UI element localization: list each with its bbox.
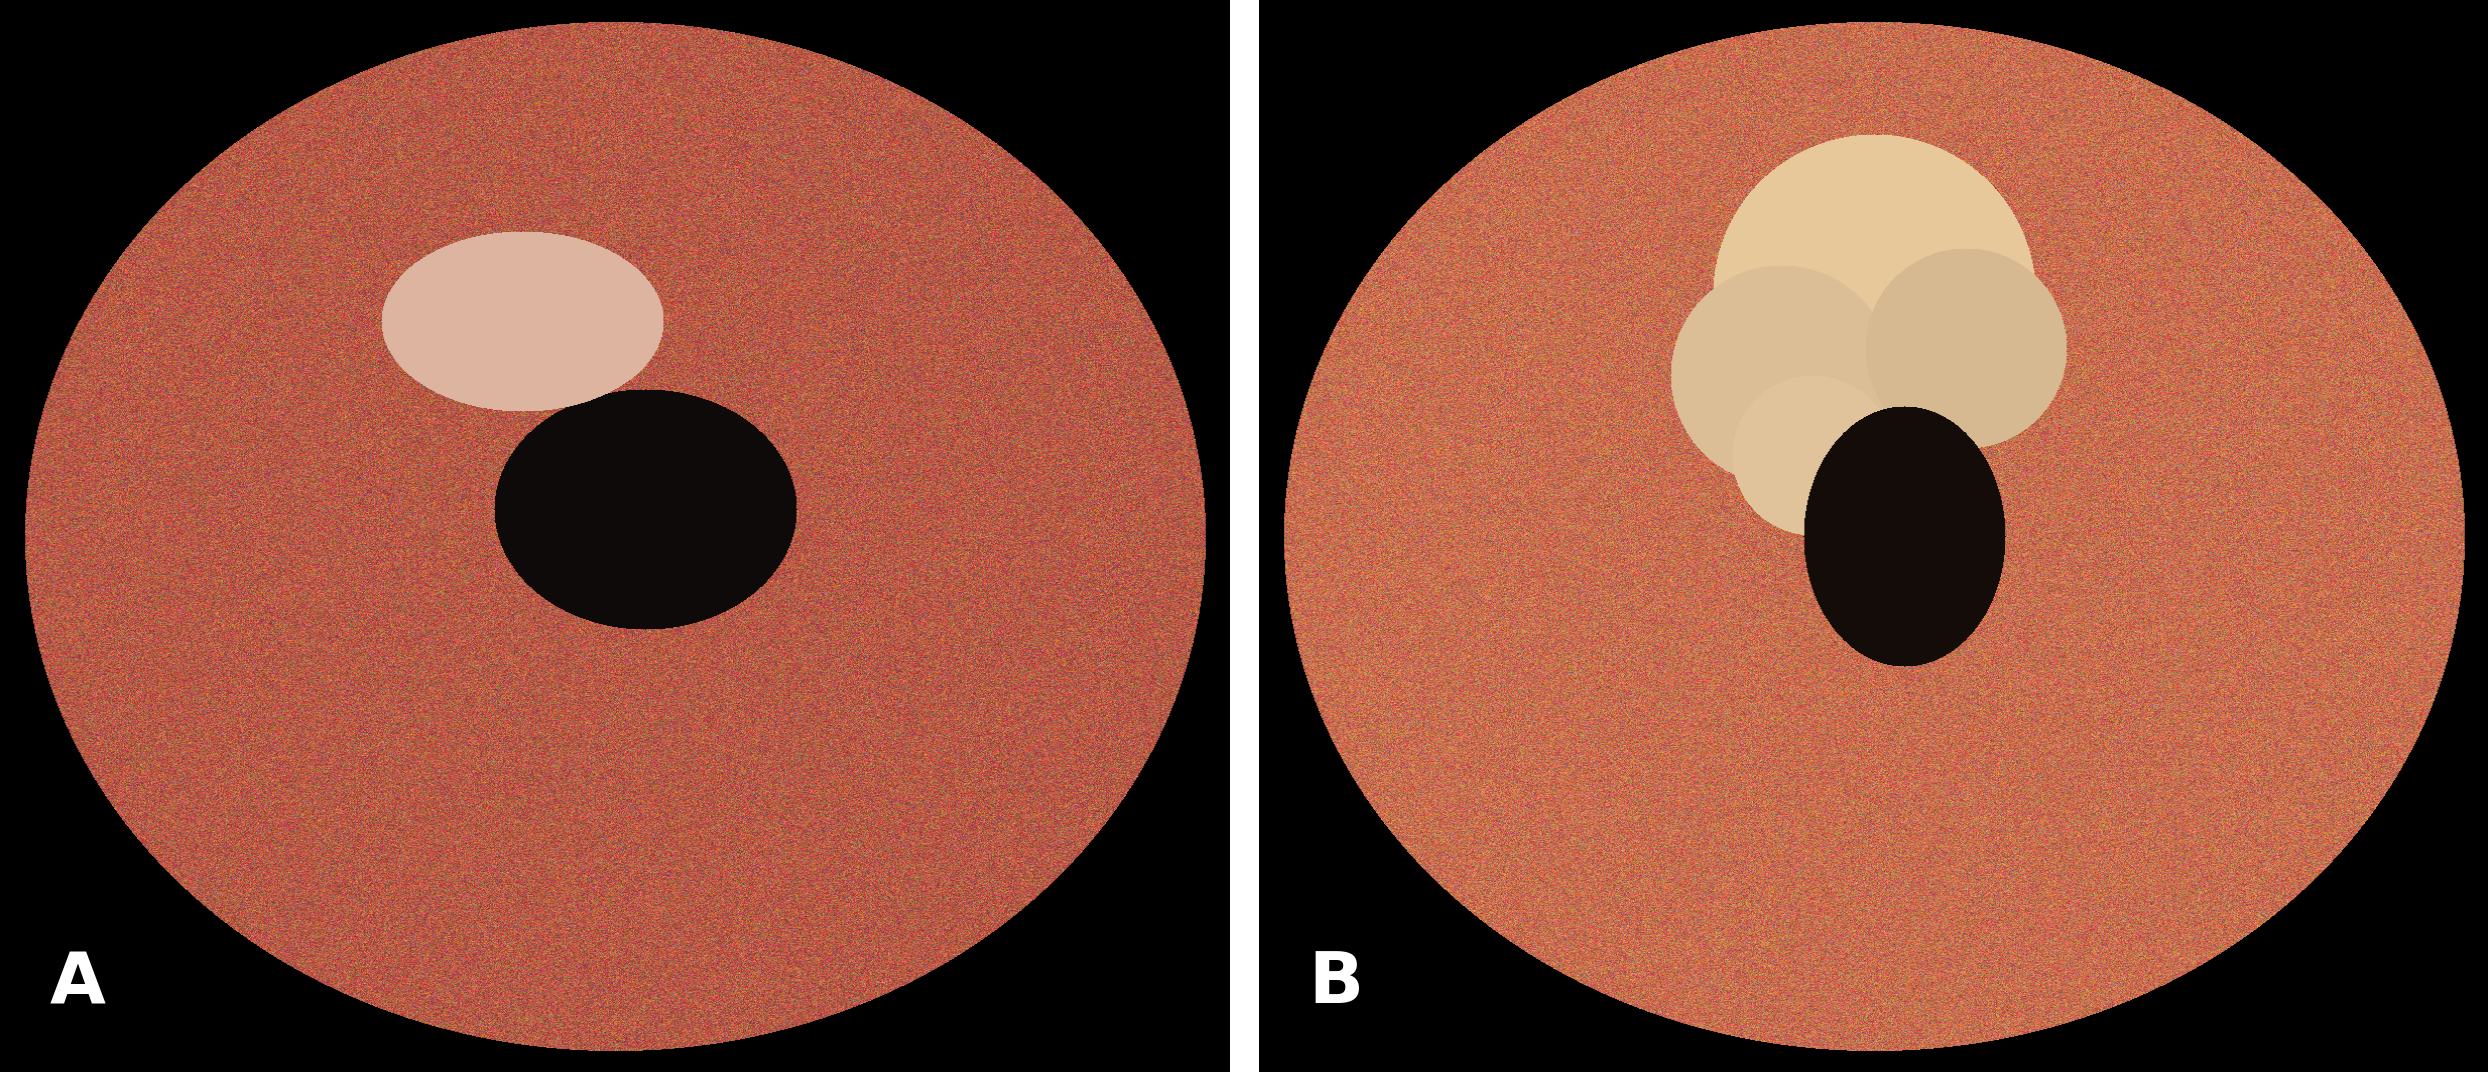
Text: A: A [50, 950, 104, 1018]
Text: B: B [1309, 950, 1363, 1018]
